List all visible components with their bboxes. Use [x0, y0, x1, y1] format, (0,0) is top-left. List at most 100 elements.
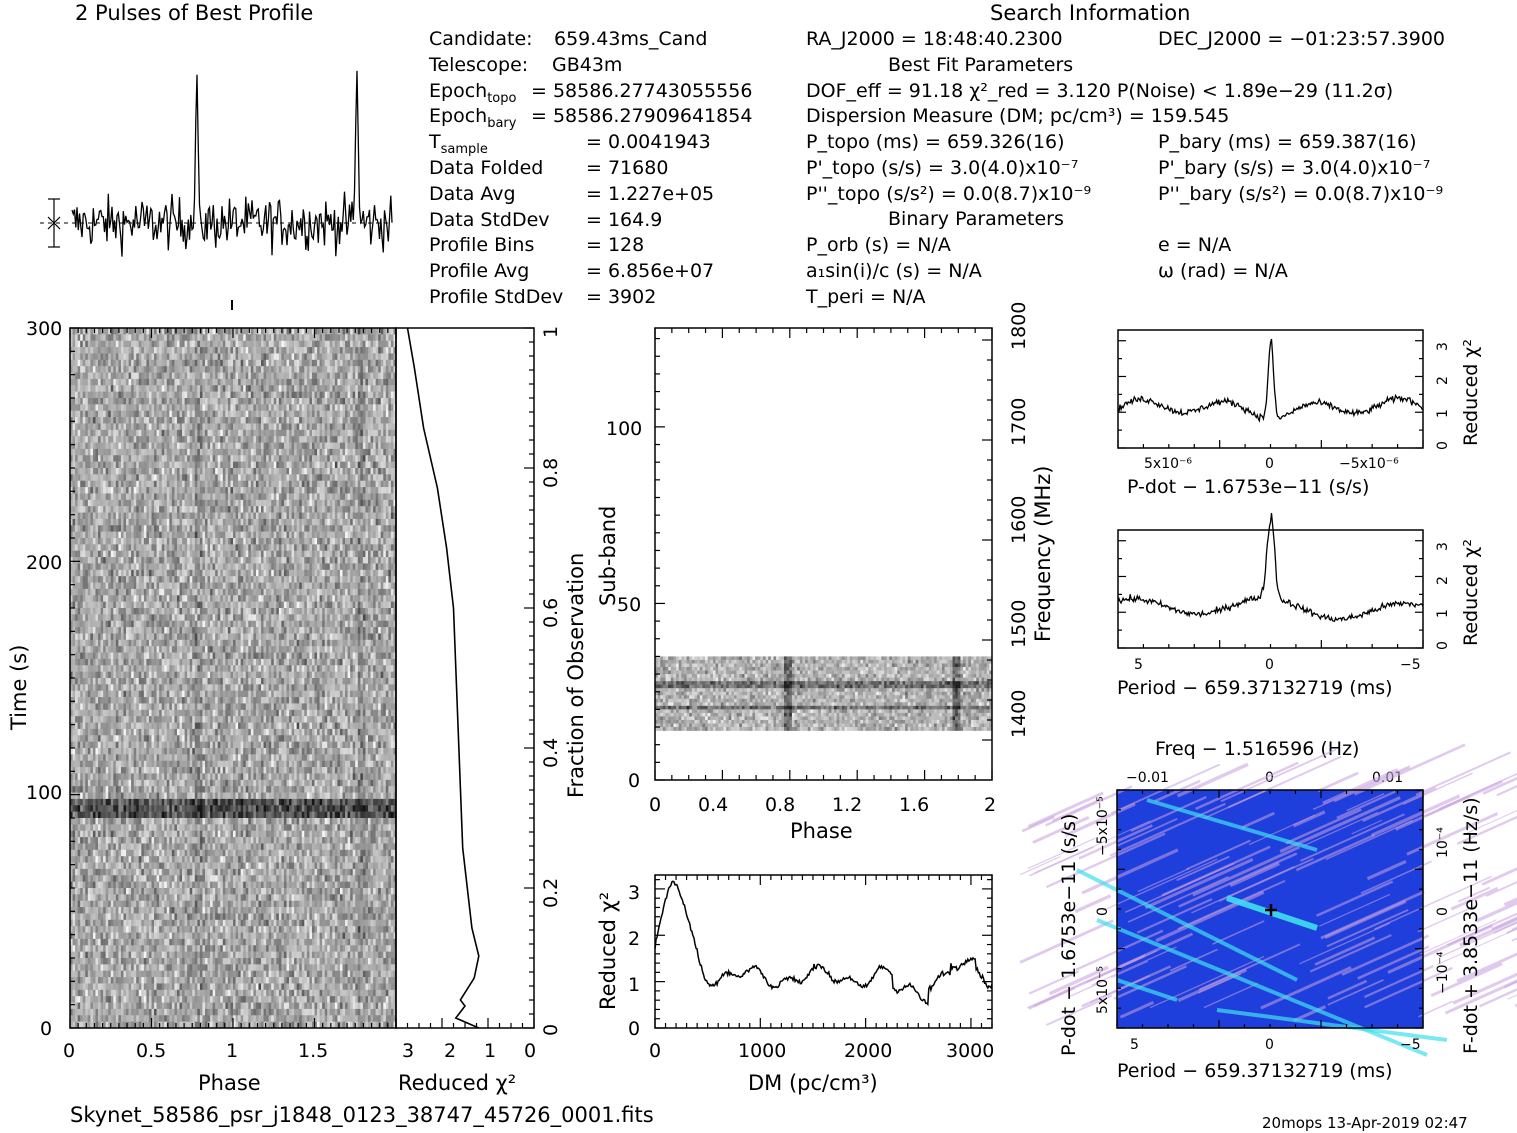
time-phase-cell — [93, 404, 96, 411]
time-phase-cell — [75, 493, 78, 500]
time-phase-cell — [353, 455, 356, 462]
time-phase-cell — [253, 379, 256, 386]
time-phase-cell — [80, 538, 83, 545]
time-phase-cell — [136, 570, 139, 577]
time-phase-cell — [146, 551, 149, 558]
time-phase-cell — [325, 360, 328, 367]
time-phase-cell — [98, 411, 101, 418]
time-phase-cell — [169, 462, 172, 469]
time-phase-cell — [320, 417, 323, 424]
time-phase-cell — [327, 493, 330, 500]
time-phase-cell — [350, 404, 353, 411]
time-phase-cell — [322, 557, 325, 564]
time-phase-cell — [106, 341, 109, 348]
time-phase-cell — [139, 538, 142, 545]
time-phase-cell — [281, 481, 284, 488]
time-phase-cell — [289, 334, 292, 341]
time-phase-cell — [180, 513, 183, 520]
time-phase-cell — [144, 493, 147, 500]
time-phase-cell — [376, 443, 379, 450]
time-phase-cell — [75, 347, 78, 354]
time-phase-cell — [131, 430, 134, 437]
time-phase-cell — [332, 328, 335, 335]
time-phase-cell — [368, 436, 371, 443]
time-phase-cell — [299, 443, 302, 450]
time-phase-cell — [368, 557, 371, 564]
time-phase-cell — [289, 500, 292, 507]
time-phase-cell — [182, 493, 185, 500]
time-phase-cell — [185, 525, 188, 532]
time-phase-cell — [340, 563, 343, 570]
time-phase-cell — [192, 443, 195, 450]
time-phase-cell — [371, 474, 374, 481]
time-phase-cell — [294, 398, 297, 405]
time-phase-cell — [248, 538, 251, 545]
time-phase-cell — [368, 493, 371, 500]
time-phase-cell — [355, 519, 358, 526]
time-phase-cell — [136, 474, 139, 481]
time-phase-cell — [95, 538, 98, 545]
time-phase-cell — [202, 563, 205, 570]
time-phase-cell — [345, 519, 348, 526]
time-phase-cell — [228, 366, 231, 373]
time-phase-cell — [182, 557, 185, 564]
time-phase-cell — [187, 411, 190, 418]
time-phase-cell — [317, 474, 320, 481]
time-phase-cell — [192, 436, 195, 443]
time-phase-cell — [159, 360, 162, 367]
time-phase-cell — [108, 347, 111, 354]
time-phase-cell — [335, 493, 338, 500]
time-phase-cell — [85, 373, 88, 380]
time-phase-cell — [355, 468, 358, 475]
time-phase-cell — [348, 328, 351, 335]
time-phase-cell — [164, 551, 167, 558]
time-phase-cell — [271, 513, 274, 520]
time-phase-cell — [174, 544, 177, 551]
time-phase-cell — [335, 430, 338, 437]
time-phase-cell — [286, 468, 289, 475]
time-phase-cell — [292, 487, 295, 494]
time-phase-cell — [264, 404, 267, 411]
time-phase-cell — [322, 398, 325, 405]
time-phase-cell — [386, 423, 389, 430]
time-phase-cell — [266, 347, 269, 354]
time-phase-cell — [159, 341, 162, 348]
time-phase-cell — [264, 366, 267, 373]
time-phase-cell — [108, 404, 111, 411]
time-phase-cell — [90, 353, 93, 360]
time-phase-cell — [243, 360, 246, 367]
time-phase-cell — [192, 353, 195, 360]
time-phase-cell — [167, 462, 170, 469]
time-phase-cell — [131, 379, 134, 386]
time-phase-cell — [335, 525, 338, 532]
time-phase-cell — [139, 557, 142, 564]
time-phase-cell — [368, 417, 371, 424]
time-phase-cell — [106, 430, 109, 437]
time-phase-cell — [383, 538, 386, 545]
time-phase-cell — [88, 532, 91, 539]
time-phase-cell — [294, 430, 297, 437]
time-phase-cell — [266, 328, 269, 335]
time-phase-cell — [202, 500, 205, 507]
time-phase-cell — [146, 462, 149, 469]
time-phase-cell — [358, 468, 361, 475]
time-phase-cell — [146, 347, 149, 354]
time-phase-cell — [258, 443, 261, 450]
time-phase-cell — [164, 538, 167, 545]
time-phase-cell — [116, 328, 119, 335]
time-phase-cell — [98, 341, 101, 348]
time-phase-cell — [131, 532, 134, 539]
time-phase-cell — [116, 462, 119, 469]
time-phase-cell — [113, 468, 116, 475]
time-phase-cell — [164, 347, 167, 354]
time-phase-cell — [266, 341, 269, 348]
time-phase-cell — [289, 532, 292, 539]
time-phase-cell — [304, 532, 307, 539]
time-phase-cell — [378, 385, 381, 392]
time-phase-cell — [106, 347, 109, 354]
time-phase-cell — [378, 404, 381, 411]
time-phase-cell — [93, 468, 96, 475]
time-phase-cell — [274, 449, 277, 456]
time-phase-cell — [182, 334, 185, 341]
time-phase-cell — [182, 449, 185, 456]
